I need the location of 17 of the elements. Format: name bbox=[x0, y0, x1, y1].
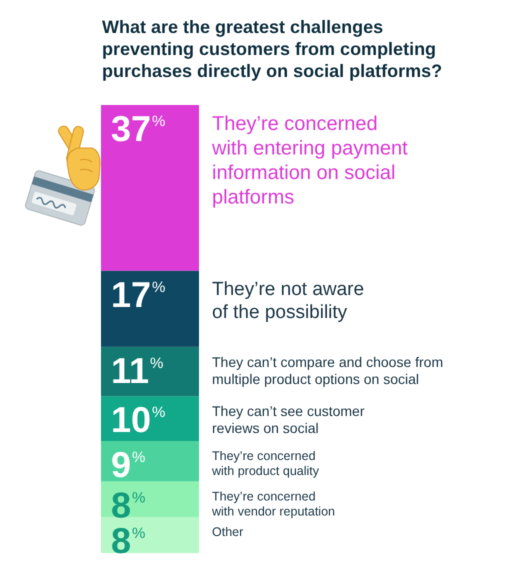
bar bbox=[101, 441, 199, 482]
data-label: 9% bbox=[111, 444, 146, 485]
data-label: 37% bbox=[111, 108, 166, 149]
series-label: They’re concerned with vendor reputation bbox=[211, 489, 336, 518]
bar bbox=[101, 270, 199, 347]
series-label: They can’t see customer reviews on social bbox=[212, 403, 365, 436]
data-label: 17% bbox=[111, 274, 166, 315]
text: What are the greatest challenges preventing customers from completing purchases directly on social platforms? bbox=[102, 17, 442, 81]
bar bbox=[101, 517, 199, 553]
series-label: They’re concerned with product quality bbox=[211, 449, 320, 478]
series-label: They can’t compare and choose from multiple product options on social bbox=[212, 354, 444, 387]
bar bbox=[101, 105, 199, 271]
data-label: 10% bbox=[111, 399, 166, 440]
series-label: They’re not aware of the possibility bbox=[212, 278, 364, 323]
data-label: 11% bbox=[111, 350, 164, 391]
series-label: Other bbox=[212, 525, 244, 540]
series-label: They’re concerned with entering payment information on social platforms bbox=[211, 113, 408, 208]
